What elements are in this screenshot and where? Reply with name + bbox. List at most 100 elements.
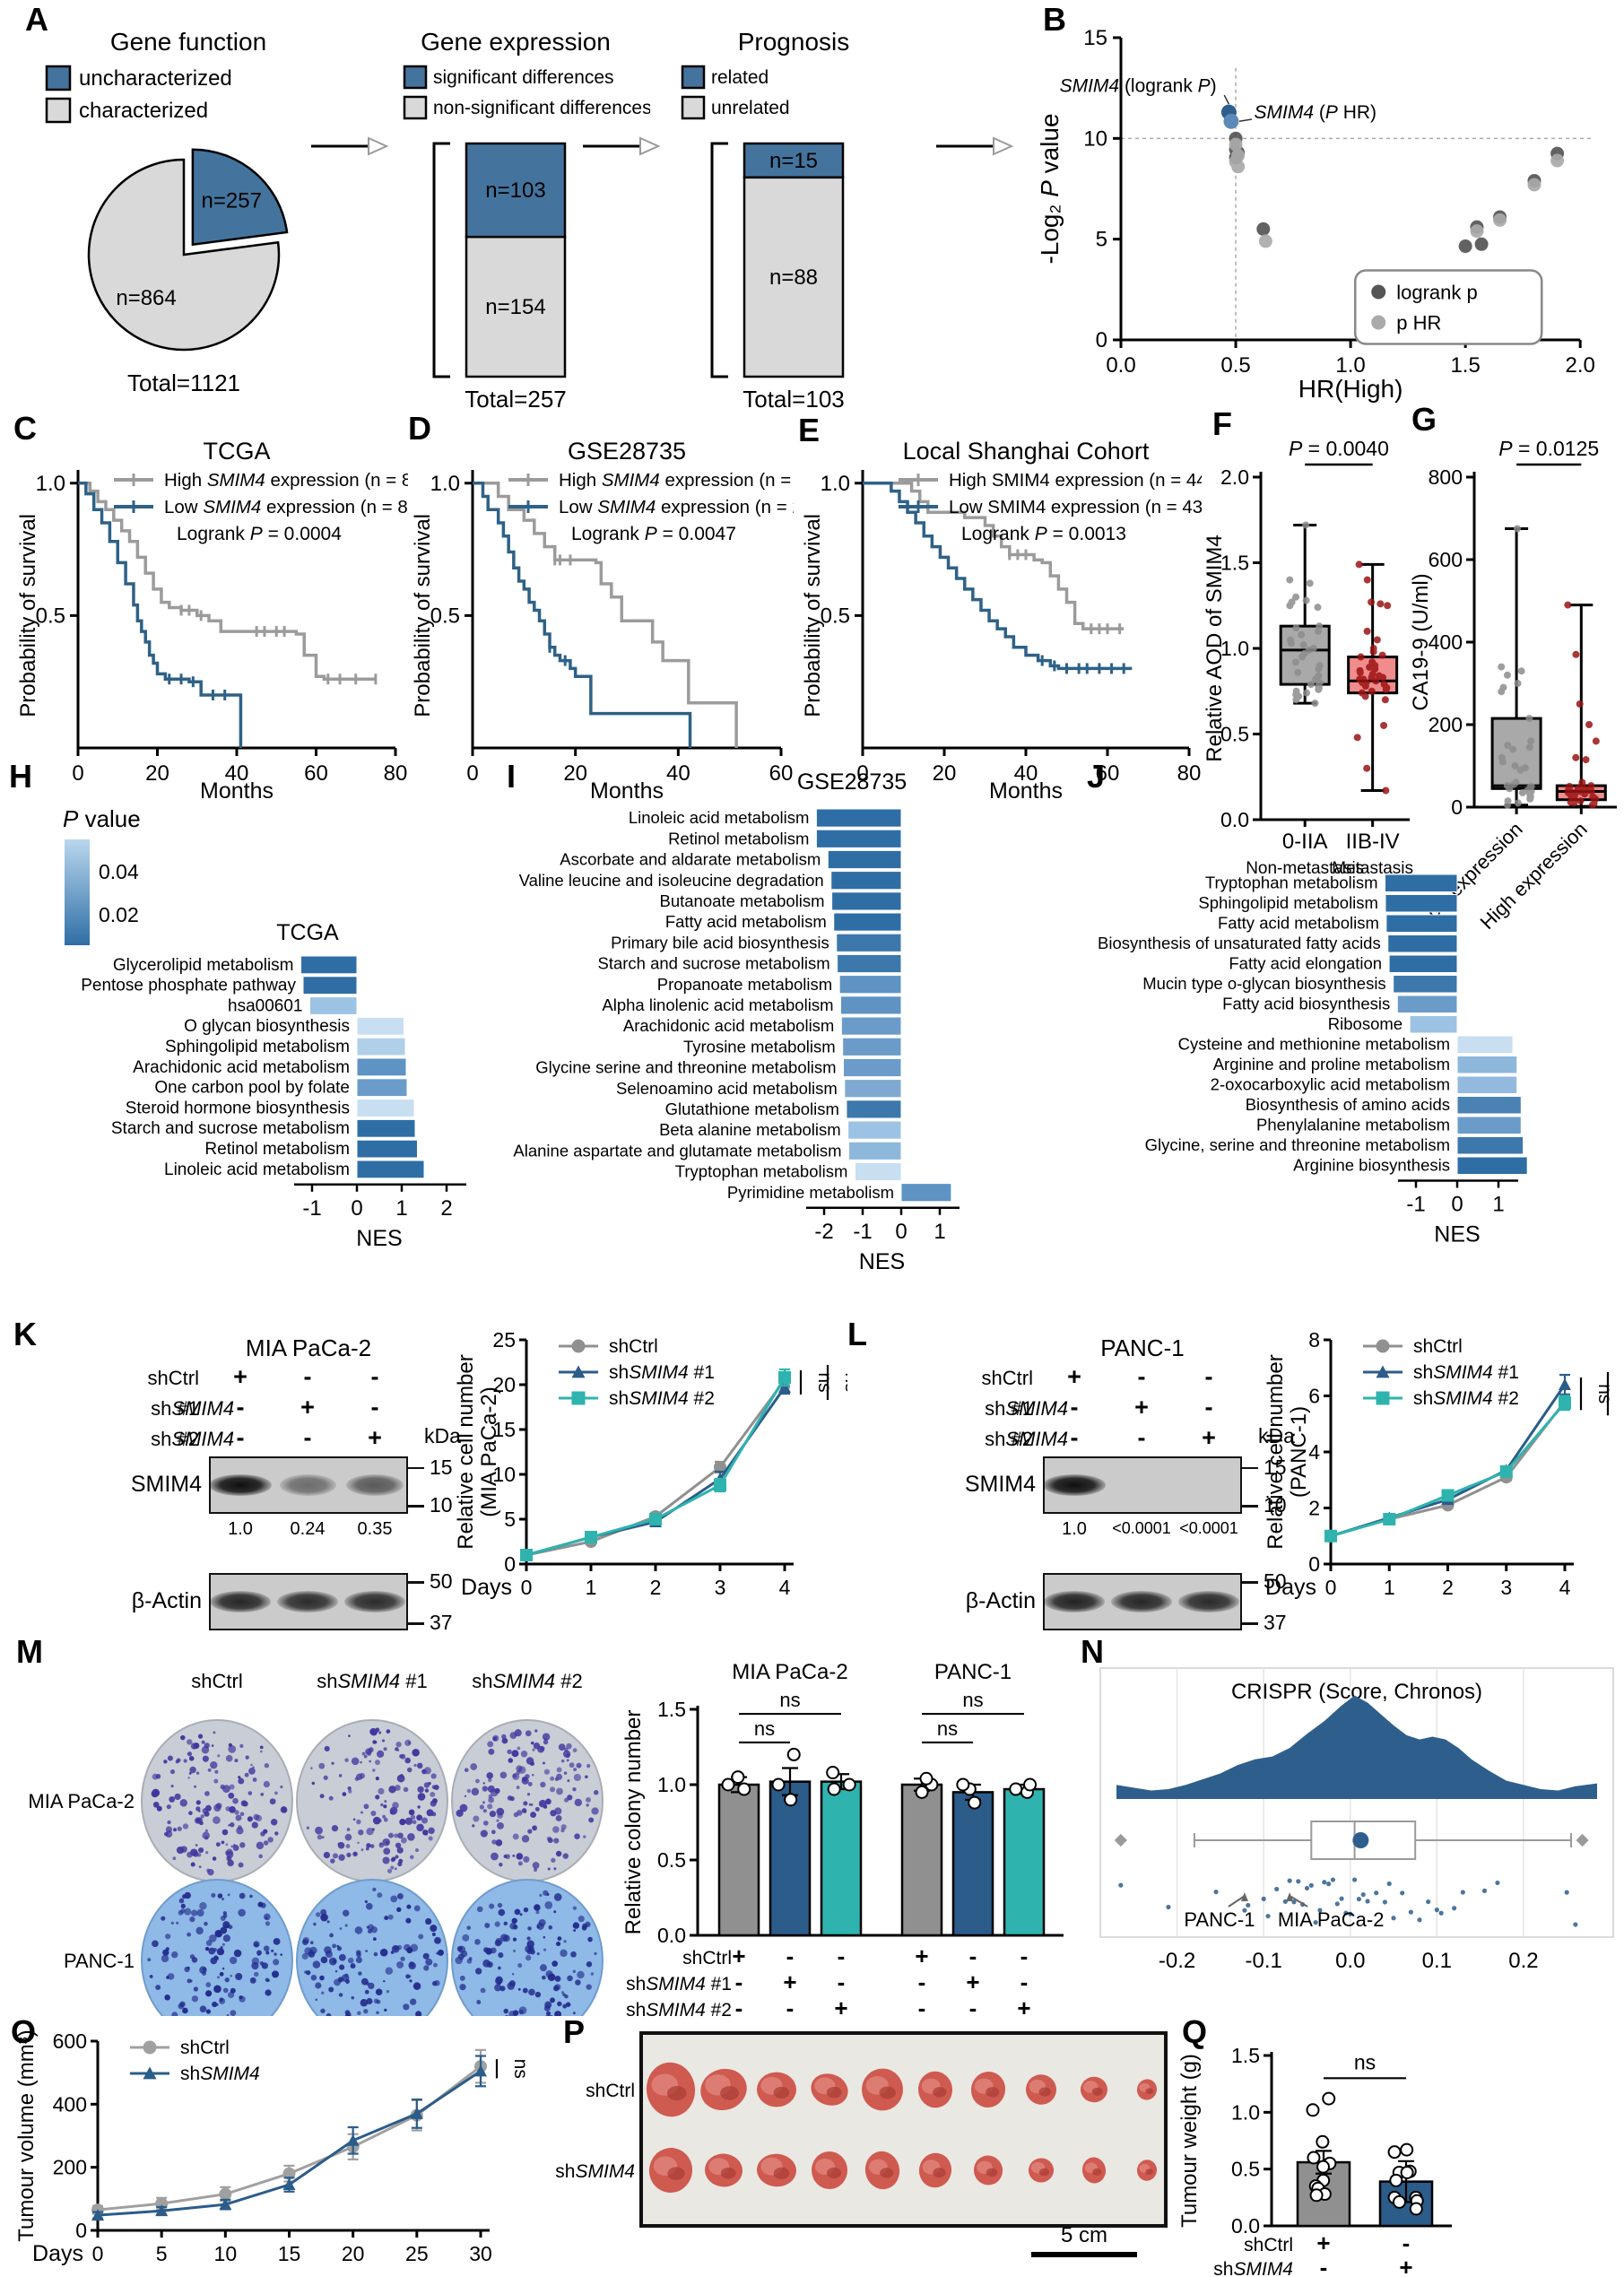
blot-marker-tick [408, 1505, 424, 1508]
svg-text:NES: NES [859, 1249, 905, 1274]
km-series [78, 482, 378, 685]
blot-condition-sym: - [236, 1424, 245, 1451]
svg-text:Relative cell number: Relative cell number [454, 1354, 478, 1549]
series-logrank-p [1229, 131, 1565, 254]
svg-text:Gene expression: Gene expression [421, 28, 611, 56]
svg-text:1.5: 1.5 [657, 1698, 686, 1721]
svg-text:-0.1: -0.1 [1246, 1949, 1282, 1973]
svg-text:Local Shanghai Cohort: Local Shanghai Cohort [903, 438, 1150, 465]
svg-text:80: 80 [1177, 761, 1202, 786]
svg-text:40: 40 [225, 761, 249, 786]
blot-band [344, 1591, 405, 1612]
tumour-blob [917, 2071, 953, 2108]
svg-text:Sphingolipid metabolism: Sphingolipid metabolism [165, 1038, 350, 1056]
svg-text:10: 10 [1083, 126, 1107, 151]
svg-text:shSMIM4 #1: shSMIM4 #1 [626, 1974, 732, 1995]
blot-condition-sym: + [1202, 1424, 1216, 1451]
svg-text:5: 5 [504, 1508, 516, 1531]
svg-text:TCGA: TCGA [203, 438, 270, 465]
svg-text:60: 60 [304, 761, 328, 786]
svg-text:1: 1 [395, 1196, 407, 1221]
svg-text:ns: ns [937, 1717, 958, 1740]
svg-text:200: 200 [1429, 713, 1463, 736]
svg-text:2-oxocarboxylic acid metabolis: 2-oxocarboxylic acid metabolism [1211, 1075, 1450, 1094]
panel-label-b: B [1043, 1, 1066, 38]
svg-text:0.5: 0.5 [36, 604, 65, 628]
panel-label-q: Q [1182, 2013, 1208, 2050]
svg-text:1.0: 1.0 [1220, 637, 1249, 660]
svg-text:0-IIA: 0-IIA [1282, 830, 1328, 854]
svg-text:ns: ns [962, 1689, 983, 1711]
chart-canvas: P value 0.04 0.02 TCGA Glycerolipid metaboli… [63, 805, 466, 1251]
blot-condition-label: sh SMIM4 #1 [985, 1397, 1069, 1420]
svg-text:0: 0 [75, 2219, 87, 2242]
svg-text:200: 200 [53, 2156, 87, 2179]
colonies [306, 1727, 439, 1873]
svg-text:shSMIM4 #1: shSMIM4 #1 [1413, 1362, 1519, 1383]
svg-text:0: 0 [856, 761, 868, 786]
svg-text:Total=103: Total=103 [743, 386, 844, 410]
blot-marker-tick [408, 1581, 424, 1584]
svg-text:Days: Days [461, 1575, 512, 1600]
blot-quant-value: <0.0001 [1112, 1519, 1171, 1537]
svg-text:-: - [1320, 2254, 1328, 2277]
blot-band [1177, 1591, 1239, 1612]
svg-text:0: 0 [504, 1552, 516, 1576]
svg-text:shCtrl: shCtrl [682, 1948, 732, 1968]
chart-canvas: Gene expression significant differences no… [403, 28, 652, 413]
svg-text:0.0: 0.0 [1220, 808, 1249, 831]
svg-text:Propanoate metabolism: Propanoate metabolism [657, 975, 832, 994]
svg-text:Months: Months [989, 778, 1063, 804]
colonies [456, 1729, 599, 1873]
svg-text:Biosynthesis of unsaturated fa: Biosynthesis of unsaturated fatty acids [1098, 934, 1381, 952]
svg-text:+: + [783, 1968, 796, 1995]
svg-text:1.0: 1.0 [1335, 353, 1365, 378]
tumour-blob [1136, 2160, 1158, 2181]
chart-km-shanghai: Local Shanghai Cohort 0 20 40 60 80 0.5 1.0 Mont… [798, 432, 1213, 807]
svg-text:3: 3 [715, 1576, 726, 1599]
westernblot-panc1: PANC-1 shCtrl + - - sh SMIM4 #1- + - sh SMIM4 #2- -… [861, 1334, 1295, 1634]
svg-text:Tumour weight (g): Tumour weight (g) [1177, 2054, 1202, 2228]
svg-text:Phenylalanine metabolism: Phenylalanine metabolism [1256, 1116, 1450, 1134]
svg-text:-1: -1 [302, 1196, 321, 1221]
svg-text:1.5: 1.5 [1220, 552, 1249, 575]
blot-condition-sym: + [368, 1424, 382, 1451]
svg-text:1: 1 [1384, 1576, 1395, 1599]
svg-text:600: 600 [53, 2029, 87, 2053]
svg-text:0: 0 [72, 761, 83, 786]
svg-text:O glycan biosynthesis: O glycan biosynthesis [184, 1017, 350, 1036]
chart-tumour-weight: 0.0 0.5 1.0 1.5 Tumour weight (g) ns shCtrl + - s… [1175, 2020, 1623, 2277]
blot-condition-sym: - [1204, 1394, 1213, 1421]
svg-text:0.2: 0.2 [1508, 1949, 1538, 1973]
chart-km-tcga: TCGA 0 20 40 60 80 0.5 1.0 Months Probability of … [13, 432, 429, 807]
blot-band [277, 1591, 338, 1612]
svg-text:Ascorbate and aldarate metabol: Ascorbate and aldarate metabolism [560, 850, 821, 869]
svg-text:0: 0 [1451, 1193, 1463, 1217]
svg-text:shSMIM4: shSMIM4 [180, 2064, 260, 2084]
chart-gene-function-pie: Gene function uncharacterized characterize… [27, 20, 323, 410]
svg-text:Tryptophan metabolism: Tryptophan metabolism [675, 1162, 848, 1181]
tumour-blob [811, 2073, 848, 2106]
box-points [1353, 561, 1392, 795]
svg-text:-: - [1020, 1942, 1029, 1969]
svg-text:0: 0 [895, 1220, 907, 1244]
svg-text:40: 40 [666, 761, 690, 786]
svg-text:Fatty acid metabolism: Fatty acid metabolism [1218, 914, 1379, 933]
svg-text:shSMIM4: shSMIM4 [556, 2161, 635, 2182]
panel-label-e: E [798, 412, 821, 448]
svg-text:3: 3 [1500, 1576, 1512, 1599]
blot-marker-kda: 50 [430, 1569, 453, 1594]
svg-text:0: 0 [1308, 1552, 1320, 1576]
tumour-blob [648, 2148, 693, 2193]
blot-condition-sym: - [1137, 1424, 1146, 1451]
svg-text:60: 60 [769, 761, 794, 786]
svg-text:PANC-1: PANC-1 [64, 1950, 135, 1972]
svg-text:Logrank P = 0.0013: Logrank P = 0.0013 [961, 524, 1126, 544]
chart-canvas: Local Shanghai Cohort 0 20 40 60 80 0.5 1.0 Mont… [801, 438, 1213, 804]
svg-text:Prognosis: Prognosis [738, 28, 850, 56]
blot-quant-value: 0.35 [357, 1519, 393, 1539]
svg-text:Tyrosine metabolism: Tyrosine metabolism [683, 1037, 836, 1056]
blot-marker-kda: 37 [430, 1611, 453, 1635]
tumour-blob [861, 2068, 904, 2111]
